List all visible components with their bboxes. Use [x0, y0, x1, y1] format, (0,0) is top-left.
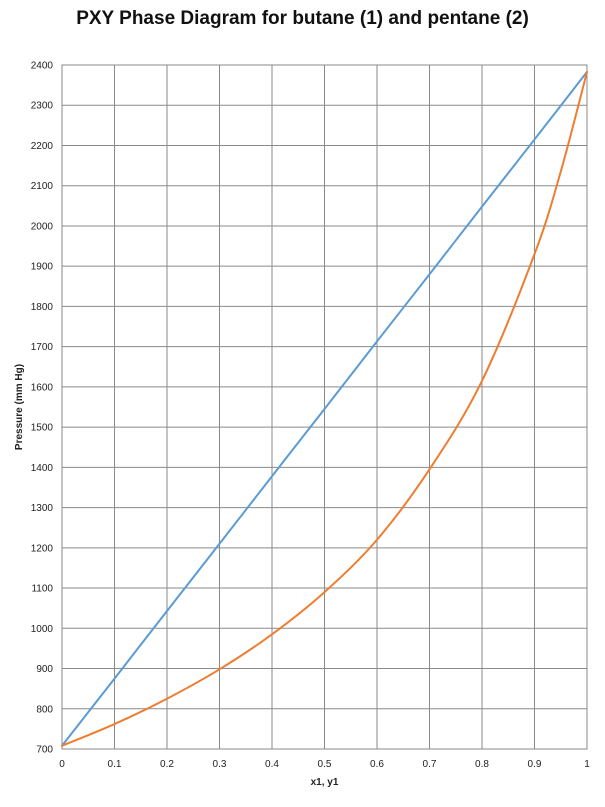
x-tick-label: 0.6	[370, 759, 384, 770]
y-tick-label: 1900	[31, 262, 54, 273]
y-tick-label: 800	[36, 704, 53, 715]
y-tick-label: 1700	[31, 342, 54, 353]
y-tick-label: 1100	[31, 584, 53, 595]
y-tick-label: 2300	[31, 101, 54, 112]
y-tick-label: 900	[36, 664, 53, 675]
x-tick-label: 0.7	[423, 759, 437, 770]
series	[61, 70, 588, 747]
x-tick-label: 0.3	[213, 759, 227, 770]
y-tick-label: 2200	[31, 141, 54, 152]
y-tick-label: 1300	[31, 503, 54, 514]
y-tick-label: 2100	[31, 181, 54, 192]
grid	[61, 64, 588, 750]
y-tick-label: 2400	[31, 61, 54, 72]
dew-point-curve	[61, 70, 588, 747]
x-tick-label: 0	[59, 759, 65, 770]
x-axis-label: x1, y1	[311, 777, 339, 788]
bubble-point-line	[61, 70, 588, 747]
tick-labels: 0 0.1 0.2 0.3 0.4 0.5 0.6 0.7 0.8 0.9 170080090010…	[31, 61, 590, 771]
y-tick-label: 2000	[31, 221, 54, 232]
chart-title: PXY Phase Diagram for butane (1) and pen…	[76, 8, 529, 29]
y-tick-label: 1500	[31, 423, 54, 434]
x-tick-label: 0.2	[160, 759, 174, 770]
x-tick-label: 0.4	[265, 759, 279, 770]
x-tick-label: 0.8	[475, 759, 489, 770]
x-tick-label: 0.5	[318, 759, 332, 770]
x-tick-label: 0.1	[108, 759, 122, 770]
x-tick-label: 0.9	[528, 759, 542, 770]
x-tick-label: 1	[584, 759, 590, 770]
y-tick-label: 700	[36, 745, 53, 756]
y-tick-label: 1000	[31, 624, 54, 635]
y-axis-label: Pressure (mm Hg)	[14, 364, 25, 450]
y-tick-label: 1600	[31, 382, 54, 393]
y-tick-label: 1200	[31, 543, 54, 554]
y-tick-label: 1400	[31, 463, 54, 474]
y-tick-label: 1800	[31, 302, 54, 313]
